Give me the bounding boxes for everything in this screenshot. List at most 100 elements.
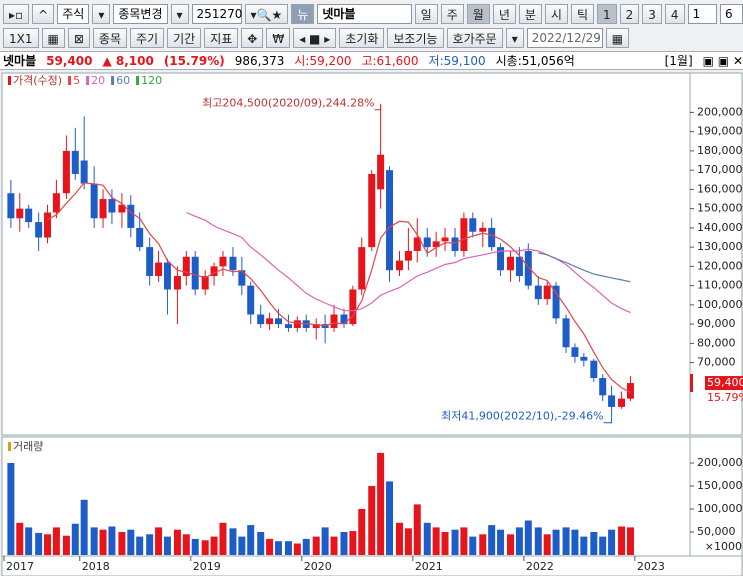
period-button[interactable]: 년 (492, 4, 516, 24)
candle-body (340, 314, 348, 325)
candle-body (312, 324, 320, 328)
period-button[interactable]: 시 (544, 4, 568, 24)
period-button[interactable]: 주 (440, 4, 464, 24)
split-button[interactable]: ⊠ (67, 28, 90, 48)
tool-button[interactable]: 기간 (167, 28, 202, 48)
calendar-button[interactable]: ▦ (605, 28, 630, 48)
volume-bar (340, 532, 348, 555)
price-panel (1, 72, 691, 436)
tool-button[interactable]: 종목 (92, 28, 127, 48)
market-select[interactable]: 주식 (57, 4, 90, 24)
dropdown[interactable]: ▾ (505, 28, 524, 48)
number-button[interactable]: 3 (642, 4, 662, 24)
play-buttons[interactable]: ◂ ■ ▸ (293, 28, 337, 48)
legend-swatch (8, 76, 11, 85)
y-tick-label: 90,000 (697, 317, 736, 330)
volume-bar (191, 538, 199, 555)
legend-swatch (8, 442, 11, 451)
menu-button[interactable]: ▸▫ (3, 4, 30, 24)
x-tick-label: 2021 (415, 560, 443, 573)
number-button[interactable]: 2 (619, 4, 640, 24)
quote-name: 넷마블 (3, 54, 37, 68)
annotation: 최고204,500(2020/09),244.28% (202, 97, 374, 110)
dropdown[interactable]: ▾ (92, 4, 111, 24)
window-buttons[interactable]: ▣ ▣ ✕ (702, 53, 743, 68)
candle-body (163, 262, 171, 290)
volume-bar (25, 527, 33, 555)
candle-body (451, 237, 459, 251)
order-button[interactable]: 호가주문 (446, 28, 503, 48)
volume-bar (580, 536, 588, 555)
quote-bar: 넷마블 59,400 ▲ 8,100 (15.79%) 986,373 시:59… (0, 51, 743, 70)
unit-label: ×1000 (705, 540, 742, 553)
candle-body (52, 193, 60, 213)
volume-bar (507, 534, 515, 555)
number-button[interactable]: 1 (597, 4, 617, 24)
legend-label: 가격(수정) (13, 74, 62, 87)
price-axis-panel (689, 72, 743, 436)
candle-body (441, 237, 449, 242)
volume-bar (182, 534, 190, 555)
candle-body (626, 383, 634, 399)
candle-body (377, 154, 385, 190)
period-button[interactable]: 틱 (570, 4, 594, 24)
last-price-tick (690, 374, 693, 393)
layout-button[interactable]: 1X1 (3, 28, 39, 48)
candle-body (386, 170, 394, 271)
quote-open: 시:59,200 (294, 54, 352, 68)
candle-body (210, 266, 218, 277)
period-button[interactable]: 분 (518, 4, 542, 24)
volume-bar (377, 452, 385, 555)
volume-bar (201, 540, 209, 555)
volume-bar (163, 536, 171, 555)
y-tick-label: 160,000 (697, 182, 743, 195)
y-tick-label: 140,000 (697, 221, 743, 234)
candle-body (35, 222, 43, 238)
date-input[interactable]: 2022/12/29 (526, 28, 603, 48)
volume-bar (590, 532, 598, 555)
volume-bar (71, 523, 79, 555)
candle-body (413, 237, 421, 251)
volume-bar (62, 535, 70, 555)
y-tick-label: 150,000 (697, 479, 743, 492)
move-button[interactable]: ✥ (241, 28, 264, 48)
extra-input[interactable]: 6 (720, 4, 743, 24)
y-tick-label: 130,000 (697, 240, 743, 253)
count-input[interactable]: 1 (687, 4, 718, 24)
code-input[interactable]: 251270 (191, 4, 242, 24)
volume-bar (488, 525, 496, 555)
number-button[interactable]: 4 (664, 4, 685, 24)
up-button[interactable]: ^ (32, 4, 55, 24)
legend-label: 20 (91, 74, 105, 87)
reset-button[interactable]: 초기화 (339, 28, 385, 48)
search-button[interactable]: ▾🔍★ (244, 4, 289, 24)
change-select[interactable]: 종목변경 (113, 4, 168, 24)
candle-body (80, 160, 88, 184)
won-button[interactable]: ₩ (266, 28, 291, 48)
quote-cap: 시총:51,056억 (495, 54, 575, 68)
aux-button[interactable]: 보조기능 (387, 28, 444, 48)
volume-bar (562, 527, 570, 555)
volume-bar (7, 463, 15, 555)
period-button[interactable]: 일 (414, 4, 438, 24)
volume-bar (515, 527, 523, 555)
dropdown[interactable]: ▾ (170, 4, 189, 24)
volume-bar (210, 536, 218, 555)
chart: 70,000 80,000 90,000 100,000 110,000 120,000 1… (1, 72, 743, 576)
candle-body (238, 270, 246, 286)
candle-body (173, 276, 181, 290)
volume-bar (257, 532, 265, 555)
candle-body (396, 260, 404, 271)
tool-button[interactable]: 지표 (204, 28, 239, 48)
legend-swatch (68, 76, 72, 85)
legend-label: 거래량 (13, 440, 43, 453)
volume-bar (108, 526, 116, 555)
tool-button[interactable]: 주기 (130, 28, 165, 48)
grid-button[interactable]: ▦ (41, 28, 65, 48)
period-button[interactable]: 월 (466, 4, 490, 24)
candle-body (182, 256, 190, 277)
volume-bar (136, 536, 144, 555)
quote-rate: (15.79%) (163, 53, 225, 68)
volume-bar (52, 527, 60, 555)
candle-body (284, 324, 292, 328)
